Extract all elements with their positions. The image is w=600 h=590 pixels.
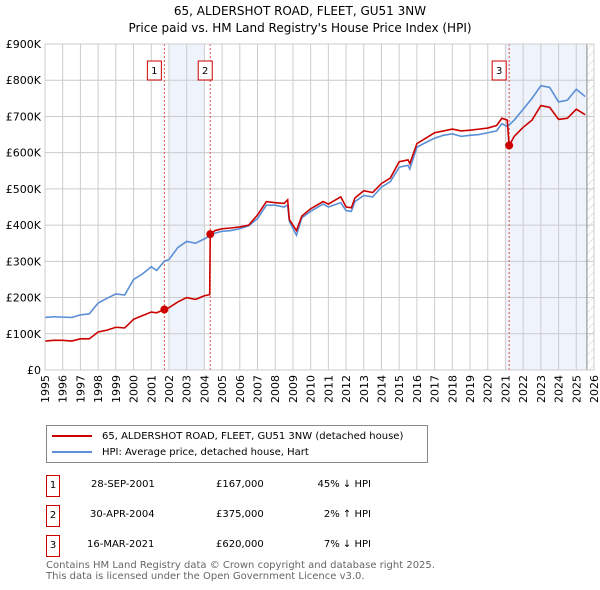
x-tick-label: 2005: [216, 375, 229, 403]
x-tick-label: 2016: [411, 375, 424, 403]
series-line: [44, 84, 586, 319]
x-tick-label: 2023: [535, 375, 548, 403]
x-tick-label: 2008: [269, 375, 282, 403]
x-tick-label: 1997: [74, 375, 87, 403]
y-tick-label: £600K: [6, 147, 42, 160]
x-tick-label: 2013: [358, 375, 371, 403]
sale-point: [160, 305, 169, 314]
transaction-price: £620,000: [216, 539, 264, 550]
transaction-date: 16-MAR-2021: [87, 539, 155, 550]
y-tick-label: £200K: [6, 292, 42, 305]
x-tick-label: 2022: [517, 375, 530, 403]
chart-title: 65, ALDERSHOT ROAD, FLEET, GU51 3NW: [174, 4, 426, 18]
transaction-row: 3 16-MAR-2021 £620,000 7% ↓ HPI: [46, 535, 446, 557]
sale-point: [505, 141, 514, 150]
transaction-row: 1 28-SEP-2001 £167,000 45% ↓ HPI: [46, 475, 446, 497]
x-tick-label: 2001: [145, 375, 158, 403]
transaction-price: £167,000: [216, 479, 264, 490]
x-tick-label: 2019: [464, 375, 477, 403]
legend-label: 65, ALDERSHOT ROAD, FLEET, GU51 3NW (det…: [102, 430, 404, 442]
sale-label-box: [491, 60, 507, 81]
transaction-price: £375,000: [216, 509, 264, 520]
transaction-hpi: 45% ↓ HPI: [317, 479, 371, 490]
x-tick-label: 1998: [92, 375, 105, 403]
shaded-range: [505, 44, 587, 370]
footer: Contains HM Land Registry data © Crown c…: [46, 560, 435, 582]
x-tick-label: 2025: [570, 375, 583, 403]
sale-point: [206, 230, 215, 239]
x-tick-label: 1996: [57, 375, 70, 403]
x-tick-label: 2014: [375, 375, 388, 403]
x-tick-label: 2021: [499, 375, 512, 403]
legend-label: HPI: Average price, detached house, Hart: [102, 446, 309, 458]
x-tick-label: 2004: [198, 375, 211, 403]
sale-label: 2: [202, 66, 208, 77]
x-tick-label: 2006: [234, 375, 247, 403]
legend-item-property: 65, ALDERSHOT ROAD, FLEET, GU51 3NW (det…: [47, 428, 403, 444]
price-chart: 65, ALDERSHOT ROAD, FLEET, GU51 3NW Pric…: [6, 4, 600, 403]
x-tick-label: 1999: [110, 375, 123, 403]
x-tick-label: 2024: [553, 375, 566, 403]
forecast-hatch: [586, 44, 594, 370]
x-tick-label: 2026: [588, 375, 600, 403]
y-tick-label: £300K: [6, 255, 42, 268]
series-line: [44, 104, 586, 342]
x-tick-label: 2002: [163, 375, 176, 403]
plot-border: [44, 43, 595, 371]
y-tick-label: £700K: [6, 110, 42, 123]
legend: 65, ALDERSHOT ROAD, FLEET, GU51 3NW (det…: [46, 425, 428, 463]
transaction-date: 30-APR-2004: [90, 509, 155, 520]
y-tick-label: £0: [27, 364, 41, 377]
legend-swatch: [52, 435, 92, 437]
footer-copyright: Contains HM Land Registry data © Crown c…: [46, 560, 435, 571]
transaction-date: 28-SEP-2001: [91, 479, 155, 490]
y-tick-label: £500K: [6, 183, 42, 196]
x-tick-label: 2009: [287, 375, 300, 403]
x-tick-label: 2012: [340, 375, 353, 403]
sale-label: 1: [151, 66, 157, 77]
chart-subtitle: Price paid vs. HM Land Registry's House …: [128, 21, 471, 35]
y-tick-label: £800K: [6, 74, 42, 87]
legend-swatch: [52, 451, 92, 453]
x-tick-label: 2007: [252, 375, 265, 403]
x-tick-label: 2003: [181, 375, 194, 403]
transaction-hpi: 2% ↑ HPI: [323, 509, 371, 520]
transaction-row: 2 30-APR-2004 £375,000 2% ↑ HPI: [46, 505, 446, 527]
x-tick-label: 2017: [429, 375, 442, 403]
transaction-number: 2: [46, 505, 60, 527]
sale-label-box: [197, 60, 213, 81]
x-tick-label: 2011: [322, 375, 335, 403]
footer-licence: This data is licensed under the Open Gov…: [46, 571, 365, 582]
sale-label-box: [146, 60, 162, 81]
y-tick-label: £400K: [6, 219, 42, 232]
x-tick-label: 2020: [482, 375, 495, 403]
legend-item-hpi: HPI: Average price, detached house, Hart: [47, 444, 309, 460]
transaction-number: 1: [46, 475, 60, 497]
x-tick-label: 1995: [39, 375, 52, 403]
x-tick-label: 2015: [393, 375, 406, 403]
y-tick-label: £100K: [6, 328, 42, 341]
x-tick-label: 2000: [128, 375, 141, 403]
x-tick-label: 2018: [446, 375, 459, 403]
x-tick-label: 2010: [305, 375, 318, 403]
sale-label: 3: [496, 66, 502, 77]
transaction-hpi: 7% ↓ HPI: [323, 539, 371, 550]
transaction-number: 3: [46, 535, 60, 557]
y-tick-label: £900K: [6, 38, 42, 51]
